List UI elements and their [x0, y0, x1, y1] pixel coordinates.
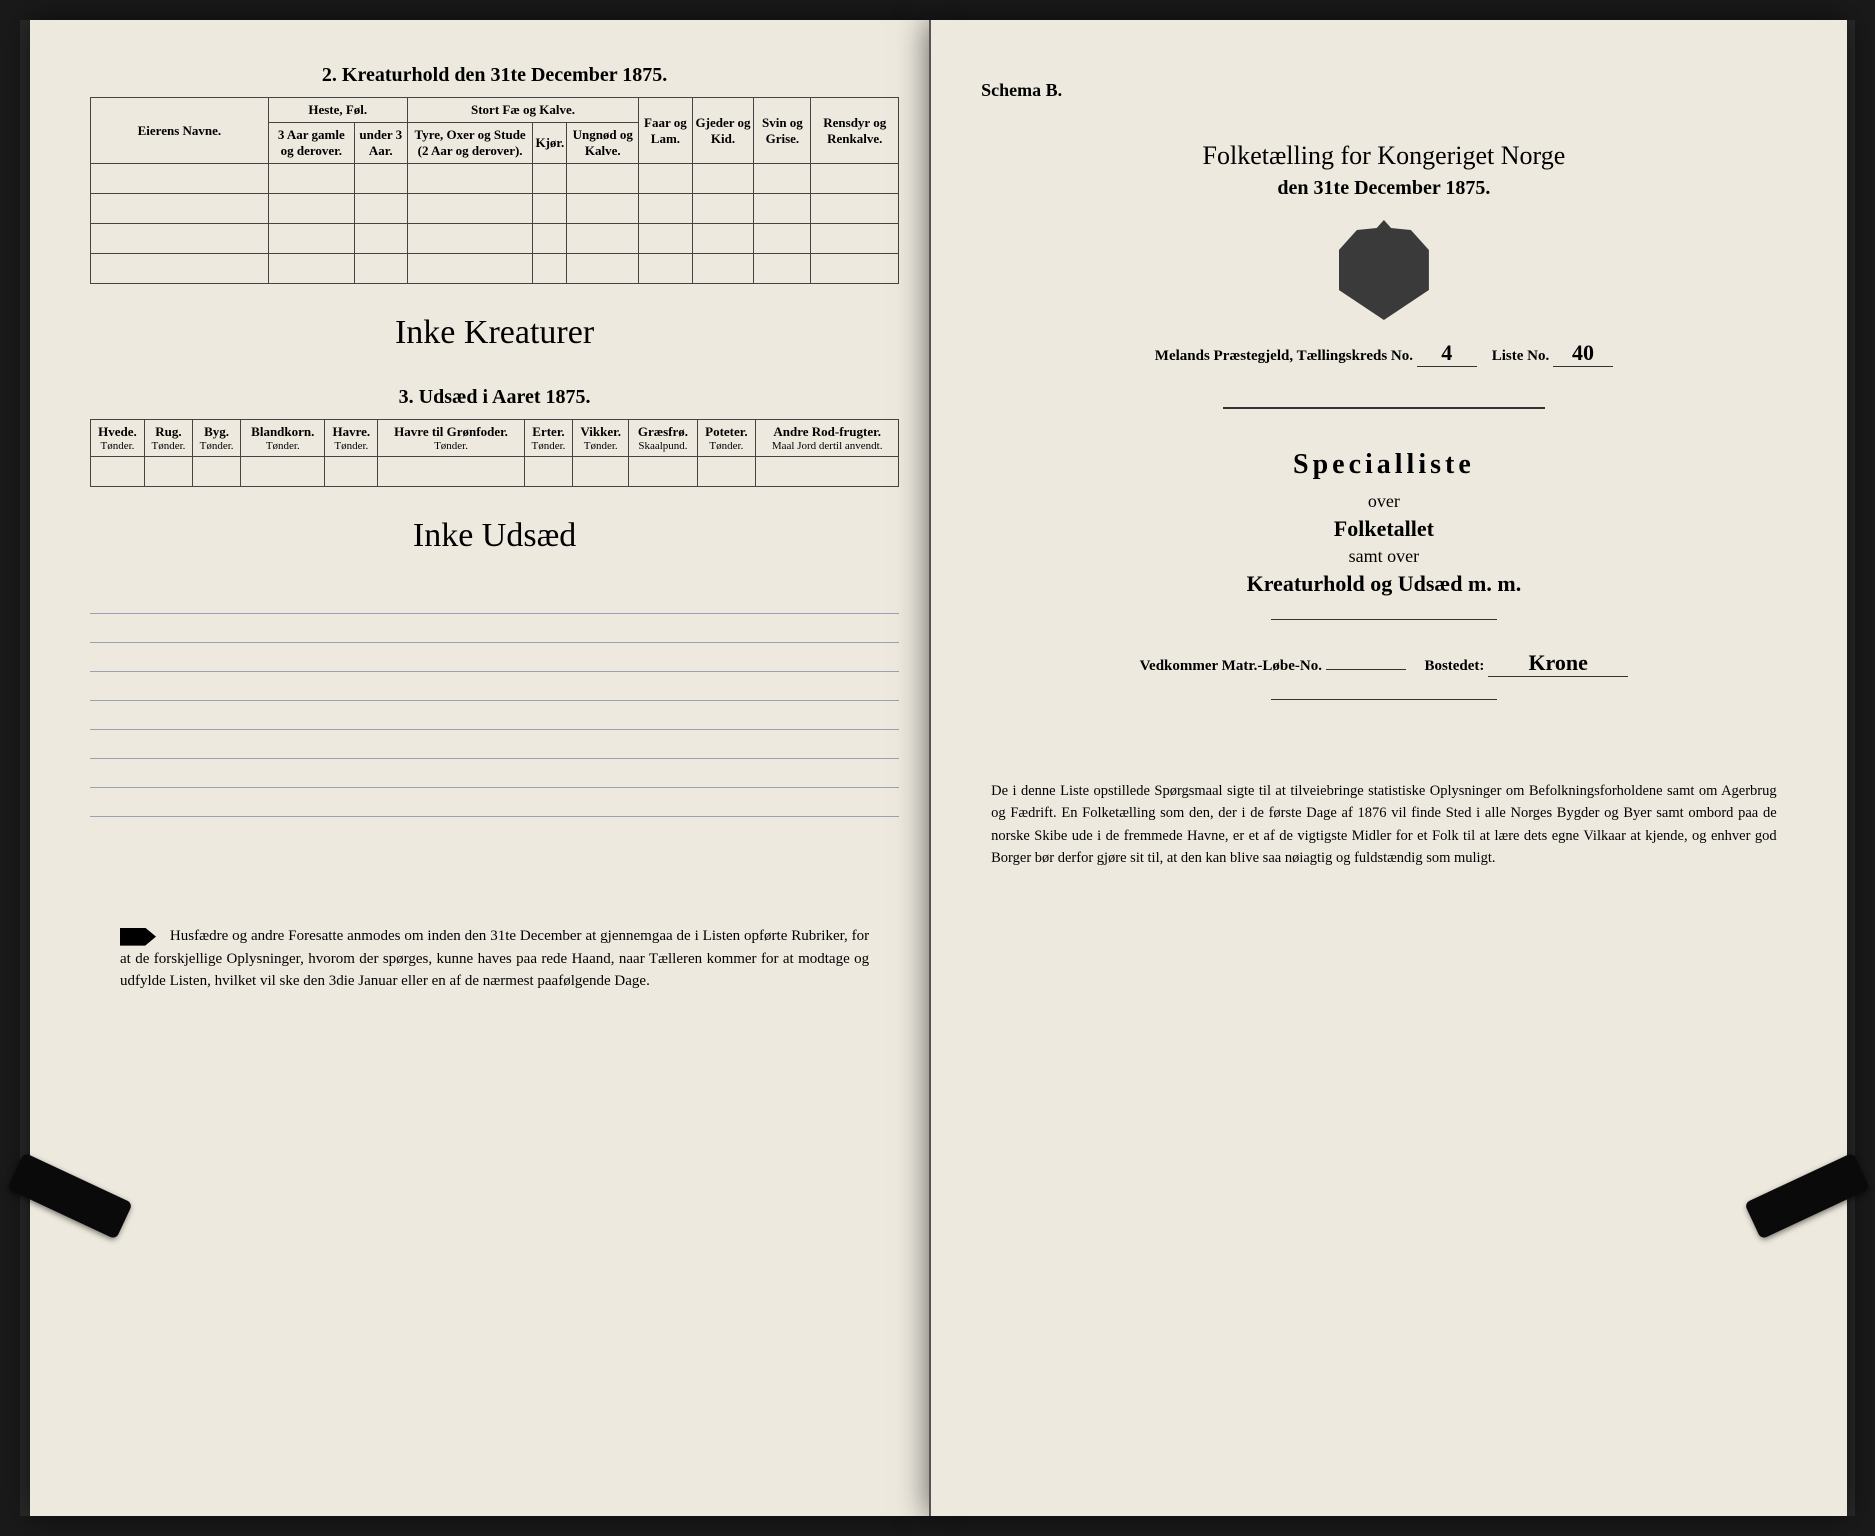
t3-col: Rug.Tønder. [144, 420, 192, 457]
pointing-hand-icon [120, 928, 156, 946]
table-udsaed: Hvede.Tønder.Rug.Tønder.Byg.Tønder.Bland… [90, 419, 899, 487]
t3-col: Havre.Tønder. [325, 420, 378, 457]
t3-col: Blandkorn.Tønder. [241, 420, 325, 457]
section-3-title: 3. Udsæd i Aaret 1875. [90, 386, 899, 409]
ruled-area [90, 585, 899, 845]
schema-label: Schema B. [981, 80, 1787, 101]
t3-col: Hvede.Tønder. [91, 420, 145, 457]
t3-col: Erter.Tønder. [524, 420, 572, 457]
coat-of-arms-icon [1339, 220, 1429, 320]
left-footer-note: Husfædre og andre Foresatte anmodes om i… [90, 925, 899, 993]
kreds-number: 4 [1417, 340, 1477, 367]
footer-text: Husfædre og andre Foresatte anmodes om i… [120, 928, 869, 989]
bosted-label: Bostedet: [1424, 658, 1484, 674]
binder-clip-icon [1744, 1153, 1870, 1240]
liste-number: 40 [1553, 340, 1613, 367]
binder-clip-icon [7, 1153, 133, 1240]
horses-young: under 3 Aar. [354, 123, 407, 164]
book-spread: 2. Kreaturhold den 31te December 1875. E… [20, 20, 1855, 1516]
right-page: Schema B. Folketælling for Kongeriget No… [929, 20, 1847, 1516]
grp-cattle: Stort Fæ og Kalve. [407, 98, 639, 123]
section-2-title: 2. Kreaturhold den 31te December 1875. [90, 64, 899, 87]
table-row [91, 224, 899, 254]
folketallet-label: Folketallet [981, 516, 1787, 542]
t3-col: Byg.Tønder. [193, 420, 241, 457]
table-row [91, 457, 899, 487]
bosted-value: Krone [1488, 650, 1628, 677]
table-row [91, 194, 899, 224]
table-row [91, 164, 899, 194]
liste-label: Liste No. [1492, 348, 1550, 364]
kreatur-label: Kreaturhold og Udsæd m. m. [981, 571, 1787, 597]
specialliste-block: Specialliste over Folketallet samt over … [981, 449, 1787, 597]
census-date: den 31te December 1875. [981, 177, 1787, 200]
t3-col: Græsfrø.Skaalpund. [629, 420, 697, 457]
samt-label: samt over [981, 546, 1787, 567]
grp-horses: Heste, Føl. [268, 98, 407, 123]
cattle-cows: Kjør. [533, 123, 567, 164]
t3-col: Havre til Grønfoder.Tønder. [378, 420, 525, 457]
cattle-calves: Ungnød og Kalve. [567, 123, 639, 164]
t3-col: Andre Rod-frugter.Maal Jord dertil anven… [756, 420, 899, 457]
horses-old: 3 Aar gamle og derover. [268, 123, 354, 164]
col-sheep: Faar og Lam. [639, 98, 692, 164]
col-reindeer: Rensdyr og Renkalve. [811, 98, 899, 164]
t3-col: Poteter.Tønder. [697, 420, 756, 457]
divider [1223, 407, 1545, 409]
divider-thin [1271, 699, 1497, 700]
parish-row: Melands Præstegjeld, Tællingskreds No. 4… [981, 340, 1787, 367]
handwritten-note-2: Inke Kreaturer [90, 284, 899, 382]
col-owner: Eierens Navne. [91, 98, 269, 164]
matr-value [1326, 669, 1406, 670]
divider-thin [1271, 619, 1497, 620]
col-goats: Gjeder og Kid. [692, 98, 754, 164]
census-title: Folketælling for Kongeriget Norge [981, 141, 1787, 171]
handwritten-note-3: Inke Udsæd [90, 487, 899, 585]
right-footer-note: De i denne Liste opstillede Spørgsmaal s… [981, 780, 1787, 870]
parish-label: Melands Præstegjeld, Tællingskreds No. [1155, 348, 1413, 364]
vedkommer-row: Vedkommer Matr.-Løbe-No. Bostedet: Krone [981, 650, 1787, 677]
over-label: over [981, 491, 1787, 512]
t3-col: Vikker.Tønder. [573, 420, 629, 457]
specialliste-title: Specialliste [981, 449, 1787, 481]
table-row [91, 254, 899, 284]
vedk-label: Vedkommer Matr.-Løbe-No. [1140, 658, 1322, 674]
left-page: 2. Kreaturhold den 31te December 1875. E… [30, 20, 929, 1516]
table-kreaturhold: Eierens Navne. Heste, Føl. Stort Fæ og K… [90, 97, 899, 284]
col-pigs: Svin og Grise. [754, 98, 811, 164]
cattle-bulls: Tyre, Oxer og Stude (2 Aar og derover). [407, 123, 533, 164]
